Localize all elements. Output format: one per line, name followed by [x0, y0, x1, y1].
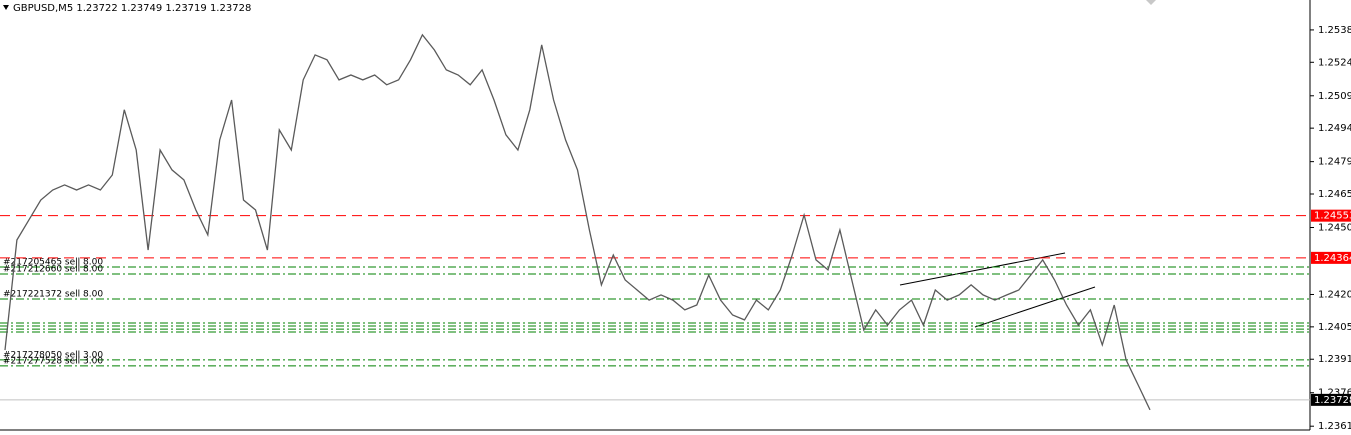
y-tick-label: 1.24200	[1318, 289, 1351, 300]
chart-title: GBPUSD,M5 1.23722 1.23749 1.23719 1.2372…	[13, 3, 251, 14]
price-tag	[1311, 251, 1351, 264]
order-label: #217277528 sell 3.00	[3, 356, 103, 366]
price-line	[4, 33, 1151, 411]
price-tag	[1311, 209, 1351, 222]
trend-line	[899, 252, 1066, 286]
order-label: #217221372 sell 8.00	[3, 289, 103, 299]
y-tick-label: 1.25090	[1318, 91, 1351, 102]
order-label: #217278050 sell 3.00	[3, 350, 103, 360]
y-tick-label: 1.25240	[1318, 57, 1351, 68]
price-tag-label: 1.23728	[1314, 395, 1351, 406]
order-label: #217212660 sell 8.00	[3, 264, 103, 274]
price-tag	[1311, 393, 1351, 406]
price-tag-label: 1.24364	[1314, 253, 1351, 264]
y-tick-label: 1.24945	[1318, 123, 1351, 134]
menu-arrow	[3, 5, 9, 10]
shift-marker	[1146, 0, 1156, 5]
y-tick-label: 1.24650	[1318, 189, 1351, 200]
y-tick-label: 1.24795	[1318, 157, 1351, 168]
order-label: #217205465 sell 8.00	[3, 258, 103, 268]
trend-line	[974, 286, 1096, 328]
price-tag-label: 1.24553	[1314, 211, 1351, 222]
y-tick-label: 1.24055	[1318, 322, 1351, 333]
y-tick-label: 1.25385	[1318, 25, 1351, 36]
y-tick-label: 1.23760	[1318, 388, 1351, 399]
y-tick-label: 1.23610	[1318, 421, 1351, 432]
y-tick-label: 1.23910	[1318, 354, 1351, 365]
y-tick-label: 1.24500	[1318, 223, 1351, 234]
